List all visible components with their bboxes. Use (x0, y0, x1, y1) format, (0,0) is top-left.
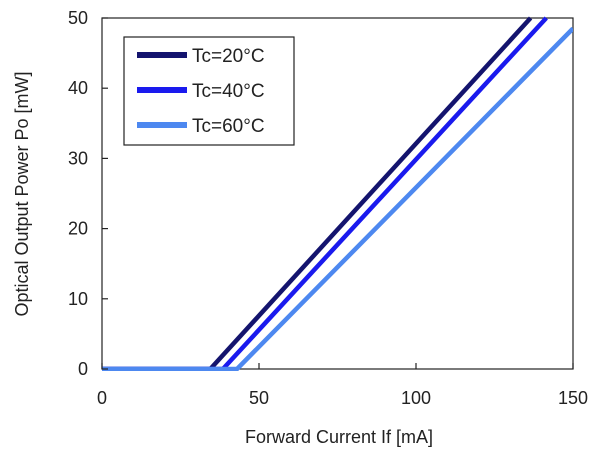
legend-label: Tc=40°C (192, 81, 265, 102)
legend-label: Tc=20°C (192, 46, 265, 67)
legend: Tc=20°C Tc=40°C Tc=60°C (123, 36, 295, 146)
y-tick-label: 10 (68, 289, 88, 309)
x-tick-label: 150 (558, 388, 588, 408)
x-tick-label: 0 (97, 388, 107, 408)
y-tick-label: 50 (68, 8, 88, 28)
x-axis-title: Forward Current If [mA] (245, 427, 433, 447)
x-tick-label: 50 (249, 388, 269, 408)
y-axis-title: Optical Output Power Po [mW] (12, 71, 32, 316)
legend-label: Tc=60°C (192, 116, 265, 137)
axes: 0 50 100 150 0 10 20 30 40 50 (68, 8, 588, 408)
x-tick-label: 100 (401, 388, 431, 408)
series-lines (102, 16, 573, 371)
series-line-3 (102, 26, 573, 371)
y-tick-label: 0 (78, 359, 88, 379)
y-tick-label: 30 (68, 148, 88, 168)
y-tick-label: 40 (68, 78, 88, 98)
y-tick-label: 20 (68, 219, 88, 239)
